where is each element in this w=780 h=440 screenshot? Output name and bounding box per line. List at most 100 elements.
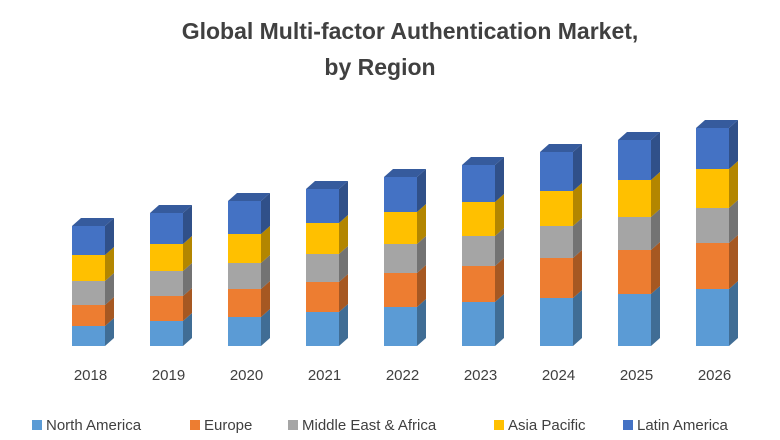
bar <box>540 152 573 191</box>
bar-side <box>495 228 504 266</box>
bar <box>72 281 105 305</box>
bar <box>306 223 339 254</box>
bar-side <box>339 246 348 282</box>
bar-side <box>729 235 738 289</box>
legend-swatch <box>623 420 633 430</box>
bar <box>72 305 105 326</box>
legend-swatch <box>32 420 42 430</box>
x-tick-label: 2022 <box>386 367 419 384</box>
bar-side <box>495 258 504 302</box>
bar <box>696 169 729 208</box>
x-tick-label: 2023 <box>464 367 497 384</box>
bar <box>618 140 651 180</box>
bar-top <box>618 132 660 140</box>
x-tick-label: 2025 <box>620 367 653 384</box>
bar <box>228 289 261 317</box>
x-tick-label: 2021 <box>308 367 341 384</box>
bar-side <box>339 274 348 312</box>
bar-top <box>72 218 114 226</box>
bar-top <box>228 193 270 201</box>
chart-title: Global Multi-factor Authentication Marke… <box>182 18 639 44</box>
bar-side <box>183 313 192 346</box>
bar <box>696 128 729 169</box>
bar-side <box>417 299 426 346</box>
bar-side <box>261 255 270 289</box>
bar <box>72 226 105 255</box>
bar <box>72 255 105 281</box>
bar-side <box>651 132 660 180</box>
legend-swatch <box>190 420 200 430</box>
bar-side <box>729 200 738 243</box>
bar <box>150 244 183 271</box>
bar-top <box>384 169 426 177</box>
bar-side <box>261 193 270 234</box>
bar-side <box>729 120 738 169</box>
bar-side <box>495 157 504 202</box>
legend-label: Middle East & Africa <box>302 417 437 434</box>
bar-side <box>417 265 426 307</box>
bar <box>306 282 339 312</box>
bar <box>150 296 183 321</box>
bar <box>228 234 261 263</box>
legend-label: North America <box>46 417 142 434</box>
bar <box>306 254 339 282</box>
bar <box>306 312 339 346</box>
bar-top <box>462 157 504 165</box>
bar-side <box>495 194 504 236</box>
bar-side <box>573 218 582 258</box>
bar <box>228 201 261 234</box>
bar-side <box>729 161 738 208</box>
legend-swatch <box>494 420 504 430</box>
x-tick-label: 2026 <box>698 367 731 384</box>
bar <box>696 289 729 346</box>
legend-swatch <box>288 420 298 430</box>
bar-side <box>105 297 114 326</box>
bar <box>540 191 573 226</box>
bar <box>150 271 183 296</box>
bar <box>384 177 417 212</box>
bar-top <box>540 144 582 152</box>
bar-side <box>339 304 348 346</box>
bar-side <box>261 309 270 346</box>
bar-side <box>339 215 348 254</box>
bar-side <box>417 236 426 273</box>
bar <box>384 244 417 273</box>
bar-side <box>183 263 192 296</box>
chart-title: by Region <box>324 54 435 80</box>
bar-side <box>495 294 504 346</box>
x-tick-label: 2024 <box>542 367 575 384</box>
bar <box>150 321 183 346</box>
bar <box>462 236 495 266</box>
bar-side <box>417 204 426 244</box>
bar-side <box>339 181 348 223</box>
bar-top <box>696 120 738 128</box>
bar-side <box>183 236 192 271</box>
bar <box>618 294 651 346</box>
bar <box>618 250 651 294</box>
bar-side <box>573 250 582 298</box>
bar-side <box>651 286 660 346</box>
bar-side <box>651 209 660 250</box>
bar-side <box>105 218 114 255</box>
bar-side <box>183 288 192 321</box>
x-tick-label: 2019 <box>152 367 185 384</box>
bar-side <box>417 169 426 212</box>
bar-side <box>651 242 660 294</box>
bar <box>540 298 573 346</box>
bar <box>696 208 729 243</box>
bar <box>462 202 495 236</box>
bar-top <box>306 181 348 189</box>
x-tick-label: 2018 <box>74 367 107 384</box>
bar <box>540 258 573 298</box>
bar-side <box>105 273 114 305</box>
legend-label: Asia Pacific <box>508 417 586 434</box>
bar <box>228 317 261 346</box>
bar-top <box>150 205 192 213</box>
bar-side <box>105 247 114 281</box>
bar-side <box>573 144 582 191</box>
bar <box>150 213 183 244</box>
bar <box>384 212 417 244</box>
bar <box>618 217 651 250</box>
legend-label: Latin America <box>637 417 729 434</box>
